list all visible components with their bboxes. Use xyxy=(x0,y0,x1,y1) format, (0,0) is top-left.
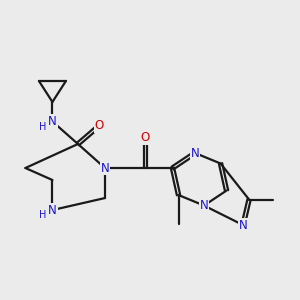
Text: O: O xyxy=(141,131,150,145)
Text: N: N xyxy=(191,146,200,160)
Text: N: N xyxy=(100,161,109,175)
Text: N: N xyxy=(239,219,248,232)
Text: H: H xyxy=(39,122,46,132)
Text: O: O xyxy=(94,119,104,133)
Text: N: N xyxy=(200,199,208,212)
Text: N: N xyxy=(48,115,57,128)
Text: N: N xyxy=(48,203,57,217)
Text: H: H xyxy=(39,210,46,220)
